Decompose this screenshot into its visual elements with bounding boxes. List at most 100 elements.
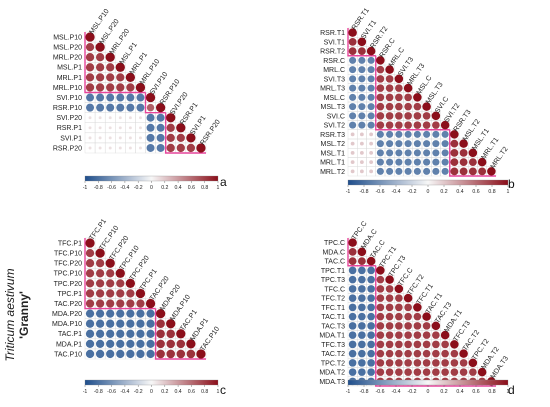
row-label: SVI.T3 [324, 76, 346, 83]
colorbar-tick-label: 0 [427, 189, 430, 195]
colorbar-tick-label: -1 [83, 185, 88, 191]
correlation-dot [367, 121, 375, 129]
correlation-dot [441, 130, 449, 138]
row-label: MSL.P20 [53, 45, 82, 52]
correlation-dot [413, 331, 422, 339]
correlation-dot [395, 312, 403, 321]
row-label: MDA.P1 [56, 341, 82, 348]
row-label: MRL.P20 [53, 55, 82, 62]
correlation-dot [349, 93, 357, 101]
correlation-dot [136, 299, 145, 308]
correlation-dot [359, 160, 364, 165]
correlation-dot [348, 47, 357, 56]
correlation-dot [376, 75, 385, 83]
correlation-dot [413, 312, 422, 321]
correlation-dot [166, 133, 175, 143]
correlation-dot [459, 148, 468, 157]
correlation-dot [85, 259, 95, 268]
correlation-dot [395, 359, 403, 367]
correlation-dot [349, 75, 357, 83]
colorbar-tick-label: -0.2 [408, 189, 417, 195]
row-label: TPC.P1 [57, 291, 82, 298]
correlation-dot [376, 84, 385, 92]
correlation-dot [106, 93, 115, 102]
row-label: TFC.T3 [321, 342, 345, 349]
correlation-dot [450, 148, 459, 157]
correlation-dot [349, 84, 357, 92]
correlation-dot [487, 167, 496, 176]
correlation-dot [376, 275, 385, 284]
colorbar-tick-label: 0.2 [161, 389, 168, 395]
correlation-dot [376, 93, 385, 102]
correlation-dot [395, 158, 403, 166]
correlation-dot [126, 103, 135, 112]
correlation-dot [385, 65, 394, 74]
correlation-dot [404, 140, 412, 148]
correlation-dot [106, 269, 115, 278]
correlation-dot [376, 112, 385, 120]
correlation-dot [395, 349, 403, 358]
correlation-dot [348, 312, 357, 321]
row-label: MDA.P20 [52, 311, 82, 318]
correlation-dot [367, 340, 375, 349]
correlation-dot [156, 339, 165, 349]
row-label: TAC.P10 [54, 351, 82, 358]
correlation-dot [85, 73, 95, 82]
correlation-dot [376, 349, 385, 358]
colorbar-tick-label: -0.8 [94, 389, 103, 395]
correlation-dot [469, 368, 477, 376]
colorbar-tick-label: -0.4 [392, 389, 401, 395]
correlation-dot [358, 359, 366, 367]
correlation-dot [413, 349, 422, 358]
correlation-dot [359, 132, 364, 137]
row-label: TPC.T1 [321, 268, 345, 275]
correlation-dot [386, 158, 394, 166]
correlation-dot [88, 126, 92, 130]
correlation-dot [468, 148, 478, 158]
correlation-dot [367, 285, 375, 293]
row-label: TAC.P20 [54, 301, 82, 308]
correlation-dot [450, 167, 459, 176]
correlation-dot [459, 359, 468, 367]
correlation-dot [422, 368, 431, 376]
correlation-dot [376, 102, 385, 111]
correlation-dot [156, 143, 165, 152]
row-label: RSR.C [323, 58, 345, 65]
correlation-dot [366, 46, 376, 56]
correlation-dot [367, 294, 375, 302]
correlation-dot [450, 340, 459, 349]
correlation-dot [348, 247, 357, 256]
correlation-dot [366, 256, 376, 266]
row-label: TAC.C [325, 259, 345, 266]
correlation-dot [95, 259, 105, 268]
correlation-dot [106, 309, 115, 318]
correlation-dot [395, 322, 403, 330]
correlation-dot [126, 329, 135, 338]
correlation-dot [367, 103, 375, 111]
colorbar-tick-label: 0.6 [472, 189, 479, 195]
correlation-dot [186, 133, 196, 143]
row-label: SVI.P10 [56, 95, 82, 102]
correlation-dot [376, 140, 384, 148]
correlation-dot [441, 167, 449, 175]
colorbar-tick-label: -0.2 [408, 389, 417, 395]
colorbar-tick-label: 0.2 [440, 389, 447, 395]
correlation-dot [95, 279, 105, 288]
correlation-dot [85, 238, 95, 248]
panel-letter: c [220, 383, 226, 397]
correlation-dot [404, 331, 412, 339]
correlation-dot [138, 136, 142, 140]
species-side-label: Triticum aestivum 'Granny' [3, 268, 31, 361]
correlation-dot [385, 84, 394, 92]
correlation-dot [423, 167, 431, 175]
correlation-dot [176, 329, 186, 339]
cluster-box [347, 238, 376, 267]
row-label: MRL.P10 [53, 85, 82, 92]
correlation-dot [116, 289, 125, 298]
cluster-box [347, 28, 376, 57]
cluster-box [84, 32, 146, 94]
correlation-dot [85, 299, 95, 308]
correlation-dot [145, 298, 156, 309]
correlation-dot [116, 349, 125, 359]
correlation-dot [386, 149, 394, 157]
